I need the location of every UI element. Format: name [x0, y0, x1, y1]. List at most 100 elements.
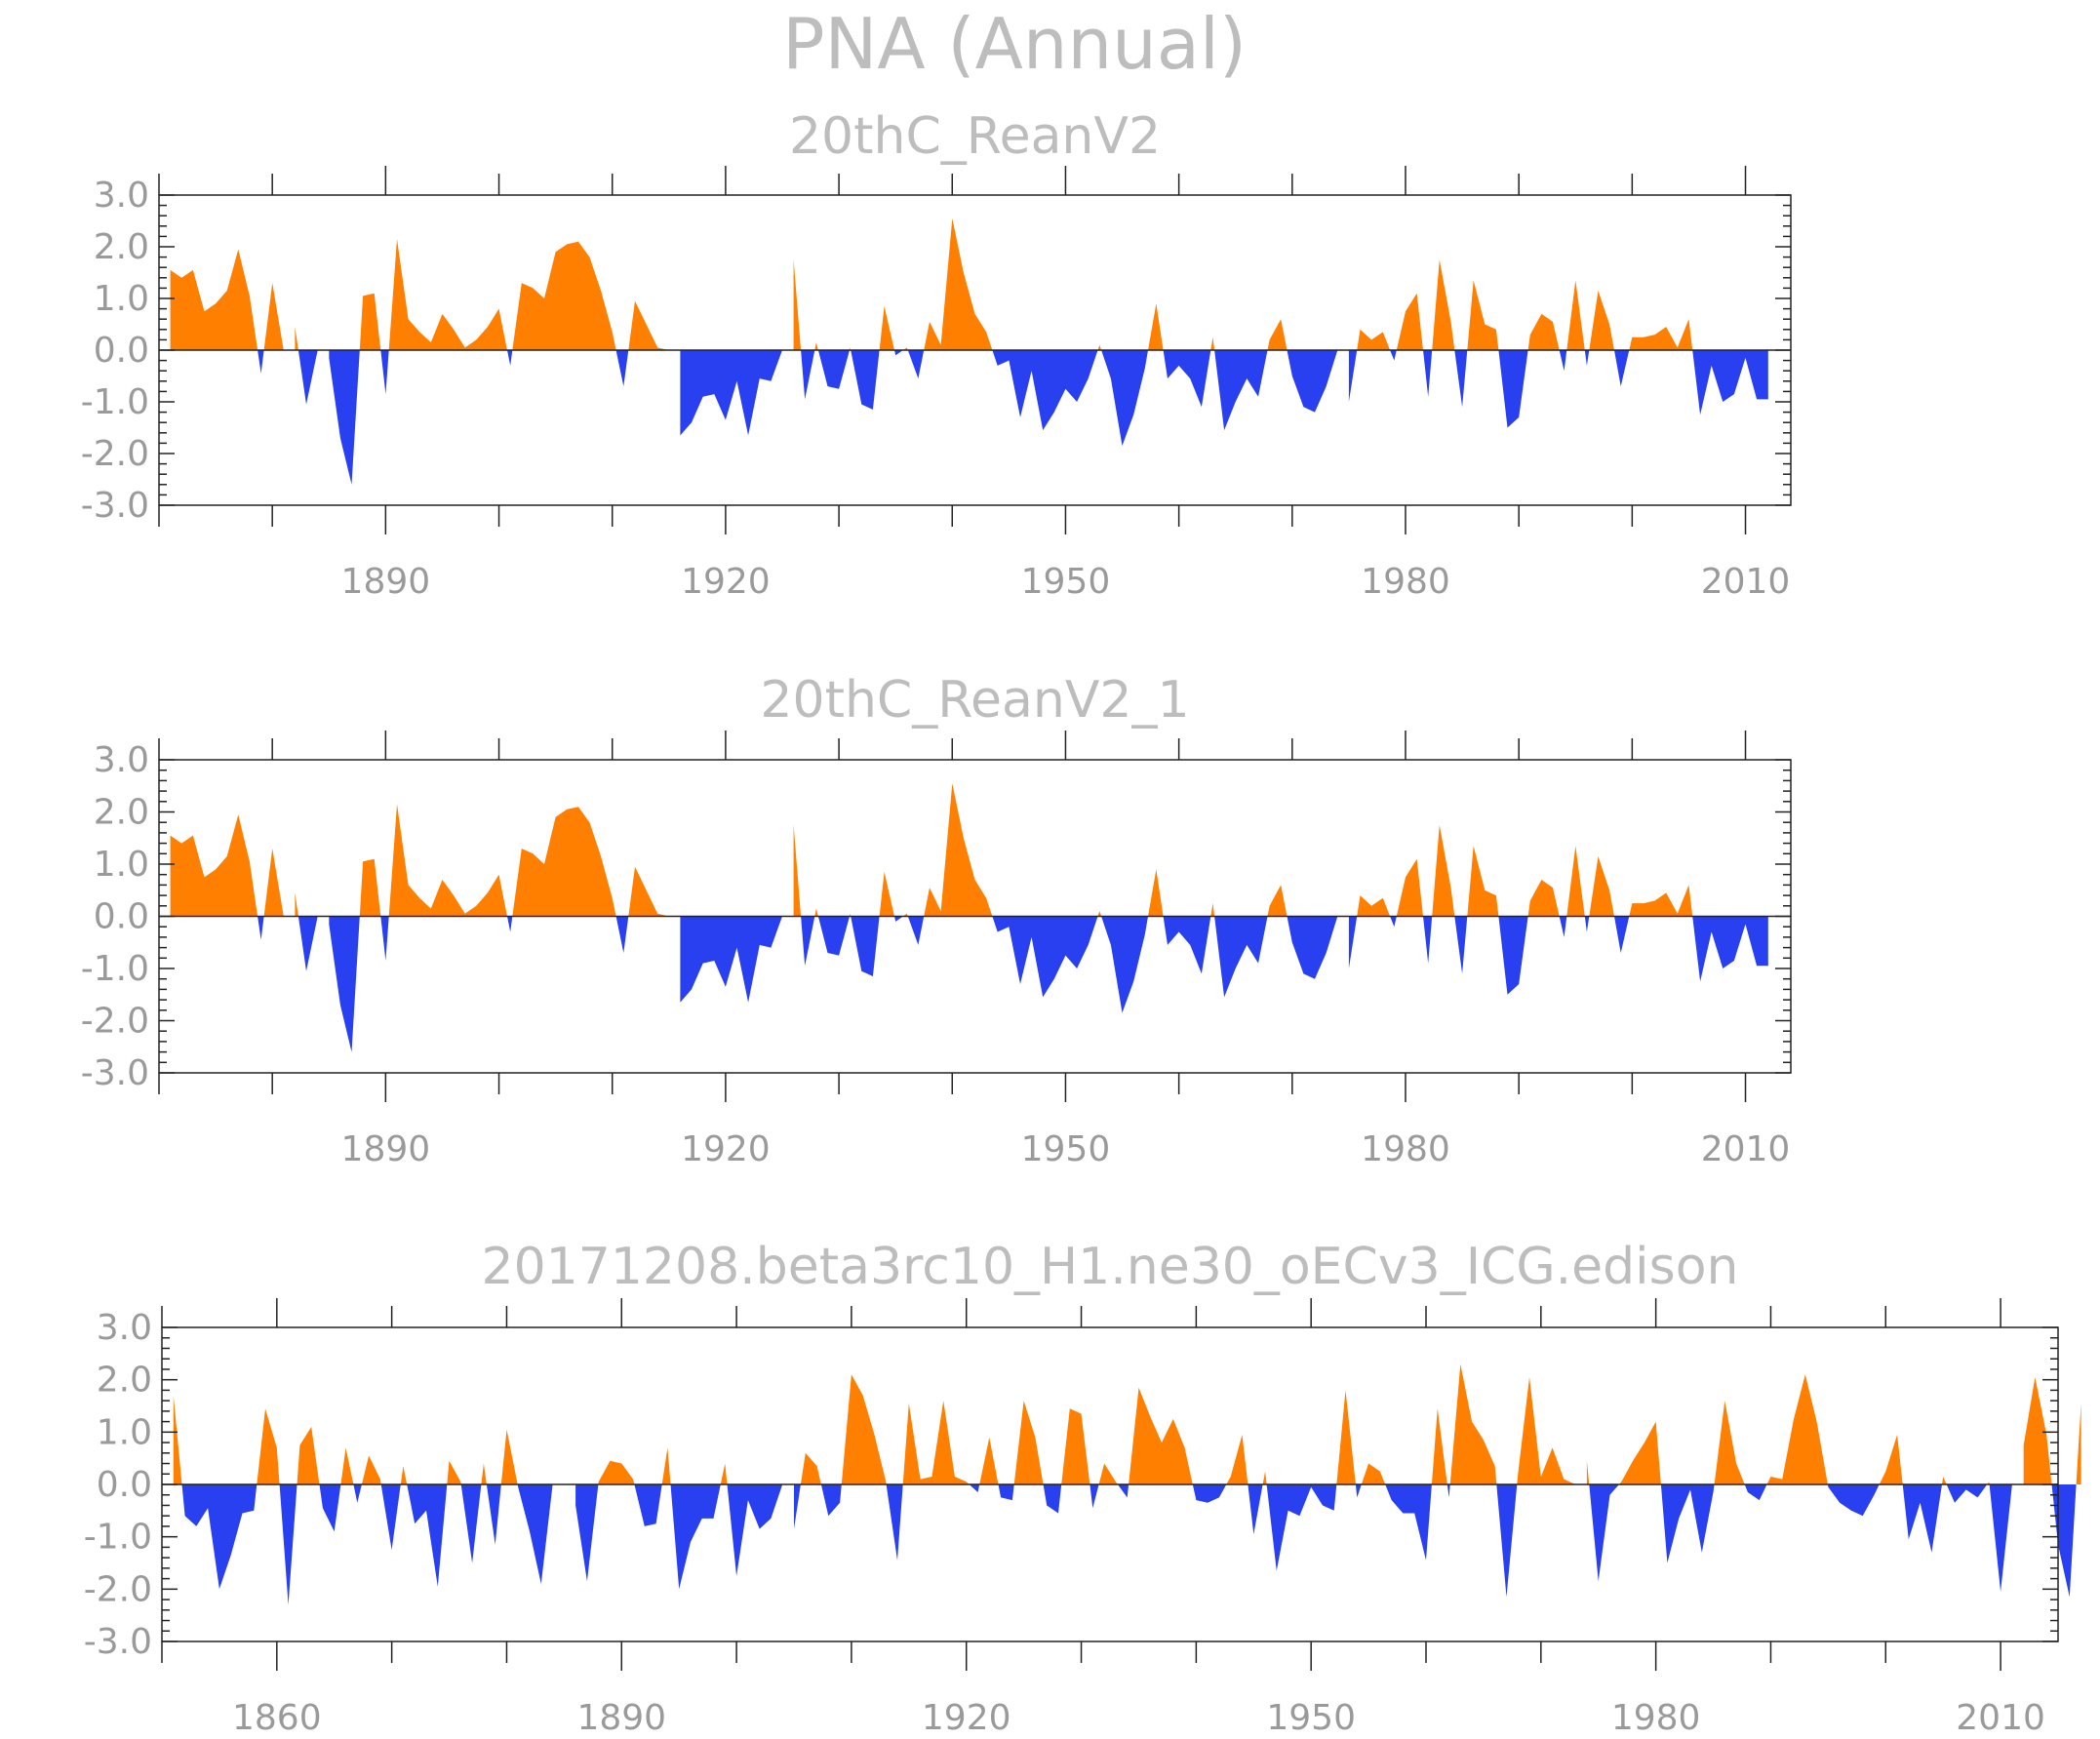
positive-anomaly-area — [793, 824, 802, 917]
negative-anomaly-area — [1287, 916, 1338, 979]
negative-anomaly-area — [1744, 1484, 1767, 1501]
positive-anomaly-area — [1431, 1408, 1447, 1484]
positive-anomaly-area — [879, 872, 894, 917]
positive-anomaly-area — [170, 814, 258, 917]
positive-anomaly-area — [2023, 1377, 2052, 1484]
negative-anomaly-area — [1423, 350, 1433, 397]
y-tick-label: 0.0 — [97, 1465, 152, 1505]
negative-anomaly-area — [1390, 350, 1397, 361]
negative-anomaly-area — [517, 1484, 553, 1584]
positive-anomaly-area — [1629, 319, 1693, 350]
positive-anomaly-area — [295, 892, 298, 917]
y-tick-label: -3.0 — [84, 1622, 152, 1662]
negative-anomaly-area — [1692, 350, 1768, 415]
positive-anomaly-area — [628, 866, 669, 917]
panel-title: 20thC_ReanV2_1 — [760, 671, 1189, 730]
x-tick-label: 1920 — [681, 1129, 771, 1169]
negative-anomaly-area — [1584, 350, 1590, 366]
negative-anomaly-area — [1498, 350, 1528, 428]
positive-anomaly-area — [598, 1460, 635, 1484]
negative-anomaly-area — [1214, 350, 1268, 431]
panel-title: 20thC_ReanV2 — [789, 107, 1161, 166]
x-tick-label: 1950 — [1021, 562, 1111, 602]
negative-anomaly-area — [851, 350, 880, 410]
positive-anomaly-area — [1942, 1477, 1947, 1484]
negative-anomaly-area — [1214, 916, 1268, 998]
negative-anomaly-area — [1498, 916, 1528, 995]
positive-anomaly-area — [263, 283, 284, 350]
negative-anomaly-area — [353, 1484, 362, 1503]
negative-anomaly-area — [894, 916, 903, 922]
negative-anomaly-area — [2051, 1484, 2077, 1598]
positive-anomaly-area — [1432, 824, 1455, 917]
positive-anomaly-area — [1618, 1421, 1661, 1484]
x-tick-label: 1950 — [1021, 1129, 1111, 1169]
y-tick-label: -2.0 — [81, 1002, 149, 1042]
positive-anomaly-area — [924, 783, 993, 917]
negative-anomaly-area — [615, 350, 629, 387]
positive-anomaly-area — [1586, 1460, 1590, 1484]
negative-anomaly-area — [1101, 916, 1148, 1013]
negative-anomaly-area — [1614, 350, 1630, 387]
positive-anomaly-area — [257, 1408, 280, 1484]
positive-anomaly-area — [297, 1427, 320, 1484]
negative-anomaly-area — [817, 916, 850, 956]
negative-anomaly-area — [1163, 350, 1211, 408]
negative-anomaly-area — [992, 350, 1098, 431]
negative-anomaly-area — [794, 1484, 801, 1529]
positive-anomaly-area — [1357, 329, 1391, 350]
negative-anomaly-area — [1559, 350, 1567, 372]
x-tick-label: 1980 — [1361, 562, 1450, 602]
positive-anomaly-area — [1210, 903, 1215, 917]
negative-anomaly-area — [1287, 350, 1338, 413]
negative-anomaly-area — [820, 1484, 842, 1517]
negative-anomaly-area — [817, 350, 850, 389]
negative-anomaly-area — [907, 350, 925, 379]
negative-anomaly-area — [1423, 916, 1433, 964]
negative-anomaly-area — [1266, 1484, 1337, 1571]
negative-anomaly-area — [258, 350, 264, 374]
positive-anomaly-area — [1129, 1387, 1193, 1484]
chart-panel-2: 20thC_ReanV2_1 3.0 2.0 1.0 0.0 -1.0 -2.0 -3.0 18… — [81, 671, 1792, 1169]
negative-anomaly-area — [507, 350, 513, 366]
positive-anomaly-area — [1467, 280, 1499, 350]
positive-anomaly-area — [902, 1401, 970, 1484]
positive-anomaly-area — [1097, 911, 1102, 917]
x-tick-label: 1980 — [1611, 1698, 1701, 1738]
positive-anomaly-area — [512, 807, 616, 917]
y-tick-label: -3.0 — [81, 1053, 149, 1093]
negative-anomaly-area — [1390, 916, 1397, 928]
negative-anomaly-area — [1385, 1484, 1432, 1561]
chart-panel-3: 20171208.beta3rc10_H1.ne30_oECv3_ICG.edi… — [84, 1238, 2081, 1738]
y-tick-label: -2.0 — [84, 1569, 152, 1609]
x-tick-label: 1920 — [681, 562, 771, 602]
positive-anomaly-area — [1267, 885, 1288, 917]
y-tick-label: 1.0 — [94, 279, 149, 319]
positive-anomaly-area — [814, 908, 818, 917]
negative-anomaly-area — [1589, 1484, 1619, 1582]
positive-anomaly-area — [1432, 259, 1455, 350]
negative-anomaly-area — [894, 350, 903, 356]
positive-anomaly-area — [340, 1447, 354, 1484]
positive-anomaly-area — [361, 1455, 381, 1484]
positive-anomaly-area — [1566, 846, 1585, 917]
negative-anomaly-area — [851, 916, 880, 976]
x-tick-label: 1860 — [232, 1698, 322, 1738]
y-tick-label: -1.0 — [84, 1518, 152, 1558]
chart-panel-1: 20thC_ReanV2 3.0 2.0 1.0 0.0 -1.0 -2.0 -3.0 1890… — [81, 107, 1792, 602]
positive-anomaly-area — [1449, 1364, 1497, 1484]
positive-anomaly-area — [388, 804, 507, 917]
negative-anomaly-area — [1090, 1484, 1099, 1509]
positive-anomaly-area — [1148, 303, 1164, 350]
positive-anomaly-area — [481, 1463, 487, 1484]
negative-anomaly-area — [998, 1484, 1014, 1501]
positive-anomaly-area — [1098, 1463, 1118, 1484]
negative-anomaly-area — [1989, 1484, 2012, 1592]
page-title: PNA (Annual) — [782, 3, 1247, 85]
negative-anomaly-area — [680, 916, 782, 1003]
x-tick-label: 1920 — [922, 1698, 1011, 1738]
negative-anomaly-area — [1454, 916, 1468, 974]
negative-anomaly-area — [1614, 916, 1630, 953]
positive-anomaly-area — [628, 300, 669, 350]
